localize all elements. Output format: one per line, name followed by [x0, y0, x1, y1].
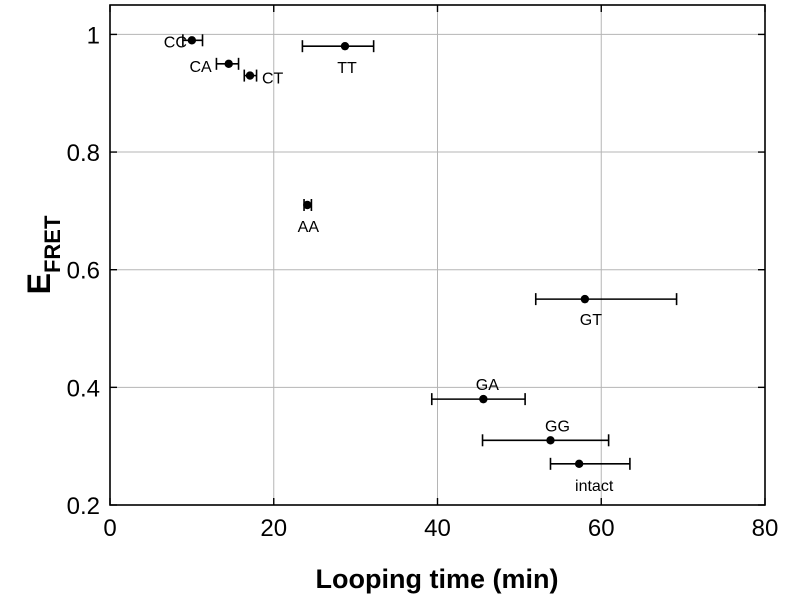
data-point-marker — [245, 71, 255, 80]
data-point-label: TT — [337, 60, 357, 77]
data-point-group: CT — [243, 69, 284, 88]
points-layer: CC TT CA CT AA GT GA GG intact — [164, 34, 678, 495]
x-tick-label: 40 — [424, 515, 451, 542]
data-point-label: GG — [545, 418, 570, 435]
data-point-group: CA — [189, 57, 240, 76]
data-point-group: GA — [430, 377, 526, 406]
y-tick-label: 0.4 — [67, 375, 100, 402]
data-point-marker — [340, 41, 350, 51]
x-tick-label: 0 — [103, 515, 116, 542]
data-point-marker — [303, 200, 312, 210]
data-point-group: CC — [164, 34, 204, 51]
data-point-marker — [187, 36, 197, 45]
data-point-marker — [574, 459, 584, 469]
data-point-label: CT — [262, 71, 284, 88]
data-point-label: GA — [476, 377, 499, 394]
y-tick-label: 0.6 — [67, 258, 100, 285]
y-axis-label-sub: FRET — [40, 215, 65, 273]
data-point-label: CA — [189, 59, 212, 76]
data-point-marker — [224, 59, 233, 69]
y-axis-label: EFRET — [21, 215, 65, 294]
data-point-group: TT — [301, 40, 375, 77]
grid-layer — [110, 5, 765, 505]
data-point-label: AA — [298, 219, 320, 236]
x-axis-label: Looping time (min) — [316, 564, 559, 594]
data-point-marker — [546, 436, 555, 445]
y-tick-label: 0.2 — [67, 493, 100, 520]
y-tick-label: 0.8 — [67, 140, 100, 167]
x-tick-label: 20 — [260, 515, 287, 542]
x-tick-label: 60 — [588, 515, 615, 542]
data-point-marker — [479, 394, 488, 404]
y-axis-label-main: E — [21, 273, 57, 294]
ticks-layer: 0 20 40 60 80 0.2 0.4 0.6 0.8 1 — [67, 5, 779, 542]
data-point-group: intact — [549, 457, 631, 495]
data-point-marker — [580, 294, 590, 304]
data-point-label: intact — [575, 478, 614, 495]
data-point-group: GG — [481, 418, 610, 447]
x-tick-label: 80 — [752, 515, 779, 542]
y-tick-label: 1 — [87, 22, 100, 49]
data-point-label: CC — [164, 34, 187, 51]
data-point-group: AA — [298, 199, 320, 236]
data-point-group: GT — [534, 293, 678, 329]
data-point-label: GT — [580, 312, 602, 329]
